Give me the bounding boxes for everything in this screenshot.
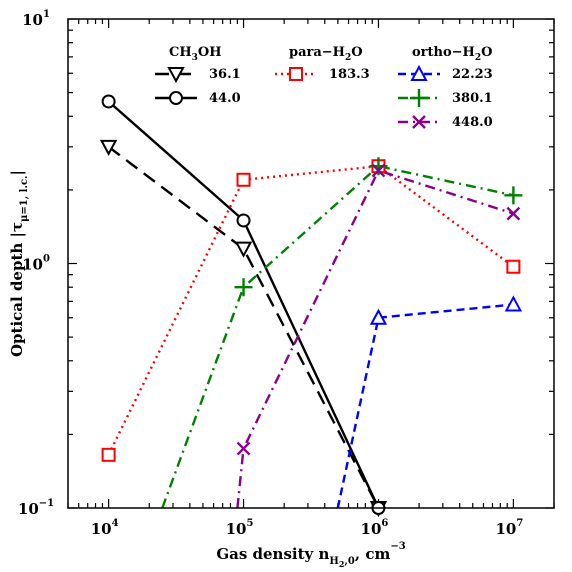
series-line-448.0 <box>236 169 514 508</box>
legend-label-44.0: 44.0 <box>209 91 241 106</box>
x-tick-label: 106 <box>361 518 389 538</box>
marker-448.0 <box>371 163 386 178</box>
x-tick-label: 104 <box>91 518 119 538</box>
marker-448.0 <box>506 206 521 221</box>
marker-36.1 <box>99 139 118 156</box>
marker-380.1 <box>504 186 523 205</box>
legend-marker-36.1 <box>167 67 185 84</box>
marker-44.0 <box>236 213 251 228</box>
legend-marker-44.0 <box>169 91 183 105</box>
series-line-36.1 <box>107 145 380 508</box>
legend-marker-448.0 <box>412 115 426 129</box>
marker-44.0 <box>101 94 116 109</box>
series-markers <box>99 94 523 518</box>
legend-label-36.1: 36.1 <box>209 67 241 82</box>
marker-380.1 <box>234 278 253 297</box>
legend-label-380.1: 380.1 <box>452 91 493 106</box>
marker-183.3 <box>101 447 116 462</box>
x-tick-label: 107 <box>495 518 523 538</box>
legend-group-title: CH3OH <box>169 45 222 63</box>
y-axis-label: Optical depth |τμ=1, l.c.| <box>8 170 30 357</box>
legend-marker-380.1 <box>410 89 428 107</box>
legend-label-22.23: 22.23 <box>452 67 493 82</box>
series-lines <box>107 100 515 508</box>
series-line-380.1 <box>161 164 514 508</box>
marker-183.3 <box>236 172 251 187</box>
legend-marker-183.3 <box>289 67 303 81</box>
legend-label-183.3: 183.3 <box>329 67 370 82</box>
legend-label-448.0: 448.0 <box>452 115 493 130</box>
marker-22.23 <box>504 295 523 312</box>
marker-448.0 <box>236 441 251 456</box>
marker-36.1 <box>234 241 253 258</box>
x-axis-label: Gas density nH2,0, cm−3 <box>216 541 405 569</box>
plot-frame <box>67 18 555 509</box>
marker-183.3 <box>506 259 521 274</box>
legend: CH3OH 36.1 44.0 para−H2O 183.3 ortho−H2O 22.23… <box>155 45 493 130</box>
x-tick-label: 105 <box>226 518 254 538</box>
marker-22.23 <box>369 308 388 325</box>
y-tick-label: 101 <box>22 9 50 29</box>
legend-group-title: ortho−H2O <box>412 45 492 63</box>
legend-marker-22.23 <box>410 64 428 81</box>
tick-marks <box>67 18 555 509</box>
tick-labels: 104 105 106 107 10−1 100 101 <box>18 9 523 538</box>
y-tick-label: 10−1 <box>18 498 54 518</box>
y-tick-label: 100 <box>22 254 50 274</box>
legend-group-title: para−H2O <box>289 45 363 63</box>
